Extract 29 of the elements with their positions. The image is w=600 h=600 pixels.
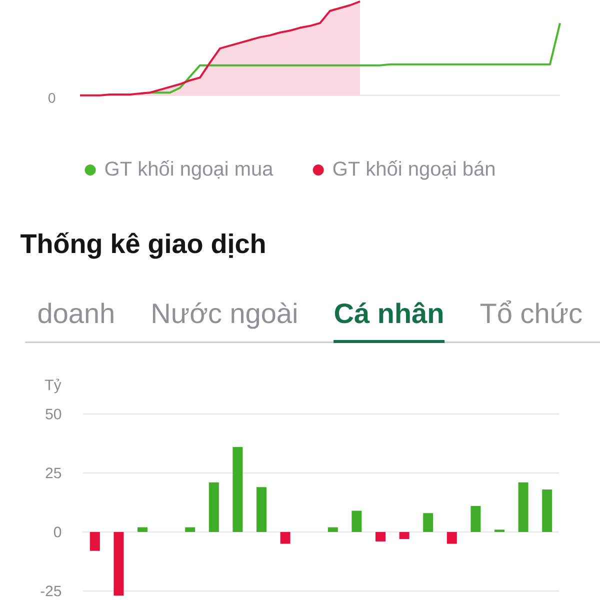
bar — [376, 532, 386, 542]
text: doanh — [38, 302, 114, 324]
chart-title: Thống kê giao dịch — [20, 232, 265, 259]
bar — [399, 532, 410, 540]
text: Nước ngoài — [152, 302, 296, 329]
bar — [518, 482, 528, 532]
bar — [446, 532, 457, 544]
text: Tổ chức — [480, 300, 582, 324]
bar — [352, 510, 362, 532]
bar — [470, 506, 481, 532]
bar — [114, 532, 124, 596]
chart-subtitle: Cá nhân — [334, 302, 443, 324]
y-tick-label: 25 — [46, 468, 62, 478]
legend-label: GT khối ngoại bán — [333, 160, 494, 180]
bar — [280, 532, 290, 544]
bar — [232, 447, 243, 532]
y-tick-label: 0 — [54, 526, 62, 538]
bar — [423, 513, 434, 532]
bar — [208, 482, 219, 532]
legend-label: GT khối ngoại mua — [105, 160, 274, 180]
y-tick-label: -25 — [40, 586, 62, 596]
bar — [138, 527, 148, 532]
bar — [328, 527, 338, 532]
bar — [542, 490, 552, 532]
bar — [256, 487, 266, 532]
bar — [90, 532, 100, 551]
y-axis-title: Tỷ — [45, 378, 62, 394]
bar — [185, 527, 196, 532]
y-tick-label: 50 — [46, 408, 62, 420]
